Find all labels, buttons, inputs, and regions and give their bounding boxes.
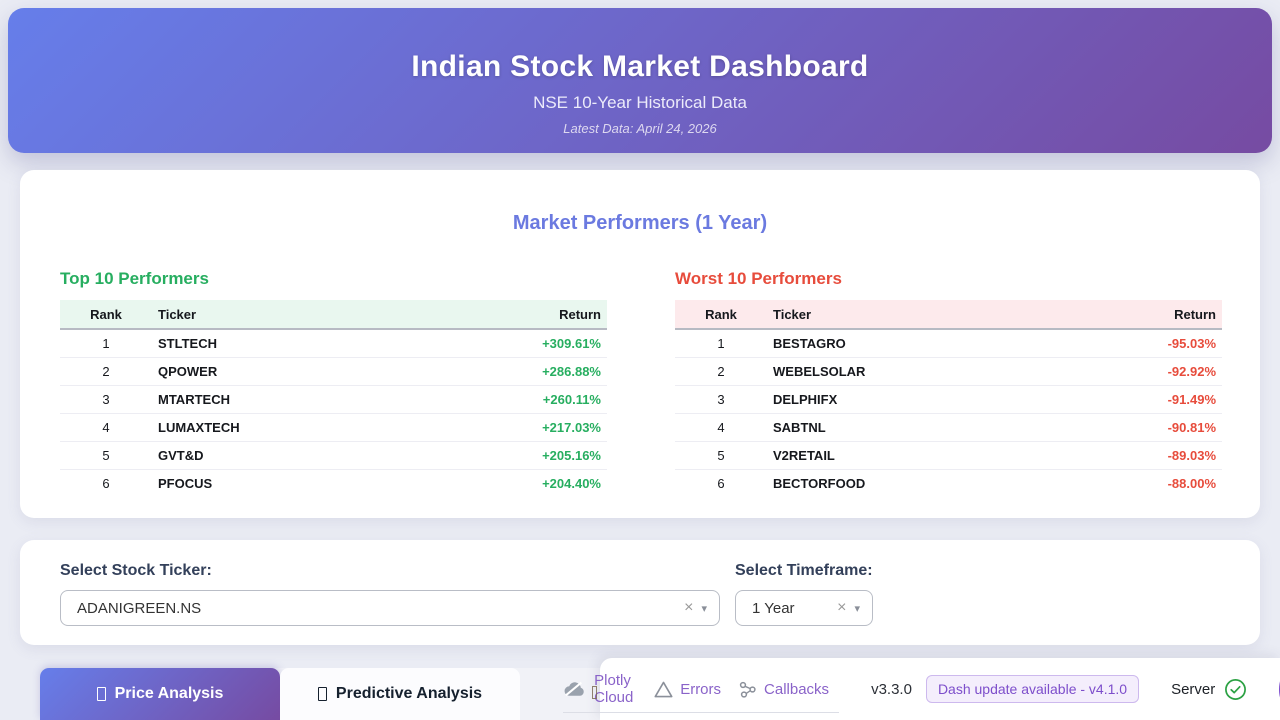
table-row: 5 GVT&D +205.16% (60, 441, 607, 470)
plotly-cloud-link[interactable]: Plotly Cloud (594, 672, 634, 706)
rank-cell: 6 (717, 475, 725, 491)
dash-update-pill[interactable]: Dash update available - v4.1.0 (925, 675, 1140, 703)
market-performers-card: Market Performers (1 Year) Top 10 Perfor… (20, 170, 1260, 518)
rank-cell: 6 (102, 475, 110, 491)
page-subtitle: NSE 10-Year Historical Data (533, 93, 747, 112)
page-title: Indian Stock Market Dashboard (411, 50, 869, 83)
rank-cell: 3 (675, 385, 767, 414)
ticker-cell: BESTAGRO (767, 329, 1056, 358)
rank-cell: 2 (675, 357, 767, 386)
top-performers-table: Rank Ticker Return 1 STLTECH +309.61% 2 QPOW… (60, 300, 607, 497)
missing-glyph-icon (592, 685, 598, 699)
return-cell: -88.00% (1167, 475, 1216, 491)
ticker-dropdown[interactable]: ADANIGREEN.NS × ▾ (60, 590, 720, 626)
ticker-cell: PFOCUS (158, 475, 213, 491)
return-cell: +260.11% (410, 385, 607, 414)
rank-cell: 4 (60, 413, 152, 442)
rank-column-header: Rank (90, 306, 122, 322)
ticker-column-header: Ticker (158, 306, 197, 322)
table-row: 5 V2RETAIL -89.03% (675, 441, 1222, 470)
tab-predictive-analysis-label: Predictive Analysis (335, 685, 483, 702)
ticker-cell: BECTORFOOD (773, 475, 866, 491)
controls-card: Select Stock Ticker: ADANIGREEN.NS × ▾ S… (20, 540, 1260, 645)
table-row: 3 DELPHIFX -91.49% (675, 385, 1222, 414)
ticker-cell: MTARTECH (152, 385, 411, 414)
return-cell: +286.88% (410, 357, 607, 386)
return-cell: +309.61% (410, 329, 607, 358)
table-row: 6 BECTORFOOD -88.00% (675, 469, 1222, 497)
ticker-cell: SABTNL (767, 413, 1056, 442)
callbacks-graph-icon (739, 681, 757, 698)
errors-link[interactable]: Errors (680, 680, 722, 698)
return-column-header: Return (559, 306, 601, 322)
timeframe-select-label: Select Timeframe: (735, 562, 873, 579)
tab-price-analysis[interactable]: Price Analysis (40, 668, 280, 720)
table-row: 6 PFOCUS +204.40% (60, 469, 607, 497)
ticker-cell: WEBELSOLAR (767, 357, 1056, 386)
worst-performers-section: Worst 10 Performers Rank Ticker Return 1… (655, 269, 1222, 497)
worst-performers-heading: Worst 10 Performers (675, 269, 842, 288)
tab-predictive-analysis[interactable]: Predictive Analysis (280, 668, 520, 720)
ticker-cell: DELPHIFX (767, 385, 1056, 414)
return-cell: -91.49% (1055, 385, 1222, 414)
rank-cell: 2 (60, 357, 152, 386)
return-cell: +204.40% (542, 475, 601, 491)
dash-debug-toolbar: Plotly Cloud Errors Callbacks v3.3.0 Das… (563, 658, 1280, 720)
rank-column-header: Rank (705, 306, 737, 322)
rank-cell: 4 (675, 413, 767, 442)
top-performers-section: Top 10 Performers Rank Ticker Return 1 ST… (40, 269, 607, 497)
chevron-down-icon[interactable]: ▾ (854, 602, 860, 615)
return-cell: -90.81% (1055, 413, 1222, 442)
callbacks-link[interactable]: Callbacks (764, 680, 830, 698)
ticker-column-header: Ticker (773, 306, 812, 322)
table-row: 1 BESTAGRO -95.03% (675, 329, 1222, 358)
ticker-dropdown-value: ADANIGREEN.NS (77, 599, 202, 617)
table-row: 1 STLTECH +309.61% (60, 329, 607, 358)
clear-icon[interactable]: × (684, 599, 694, 616)
top-performers-heading: Top 10 Performers (60, 269, 209, 288)
errors-warning-icon (654, 681, 673, 698)
return-cell: +205.16% (410, 441, 607, 470)
clear-icon[interactable]: × (837, 599, 847, 616)
table-header-row: Rank Ticker Return (675, 300, 1222, 329)
ticker-cell: GVT&D (152, 441, 411, 470)
timeframe-dropdown-value: 1 Year (752, 599, 795, 617)
market-performers-title: Market Performers (1 Year) (512, 212, 768, 234)
latest-data-date: Latest Data: April 24, 2026 (563, 121, 717, 136)
dash-version: v3.3.0 (871, 680, 912, 698)
rank-cell: 5 (675, 441, 767, 470)
table-row: 2 QPOWER +286.88% (60, 357, 607, 386)
table-row: 3 MTARTECH +260.11% (60, 385, 607, 414)
return-cell: -89.03% (1055, 441, 1222, 470)
return-cell: +217.03% (410, 413, 607, 442)
dashboard-header: Indian Stock Market Dashboard NSE 10-Yea… (8, 8, 1272, 153)
server-status-check-icon (1224, 678, 1247, 701)
ticker-cell: STLTECH (152, 329, 411, 358)
return-cell: -92.92% (1055, 357, 1222, 386)
ticker-cell: QPOWER (152, 357, 411, 386)
rank-cell: 1 (60, 329, 152, 358)
table-row: 4 LUMAXTECH +217.03% (60, 413, 607, 442)
missing-glyph-icon (96, 687, 106, 701)
ticker-select-label: Select Stock Ticker: (60, 562, 212, 579)
rank-cell: 5 (60, 441, 152, 470)
chevron-down-icon[interactable]: ▾ (701, 602, 707, 615)
ticker-cell: LUMAXTECH (152, 413, 411, 442)
rank-cell: 3 (60, 385, 152, 414)
timeframe-dropdown[interactable]: 1 Year × ▾ (735, 590, 873, 626)
table-header-row: Rank Ticker Return (60, 300, 607, 329)
server-label: Server (1171, 680, 1216, 698)
rank-cell: 1 (675, 329, 767, 358)
ticker-cell: V2RETAIL (767, 441, 1056, 470)
cloud-offline-icon (563, 681, 585, 697)
worst-performers-table: Rank Ticker Return 1 BESTAGRO -95.03% 2 WEBE… (675, 300, 1222, 497)
return-column-header: Return (1174, 306, 1216, 322)
table-row: 4 SABTNL -90.81% (675, 413, 1222, 442)
table-row: 2 WEBELSOLAR -92.92% (675, 357, 1222, 386)
return-cell: -95.03% (1055, 329, 1222, 358)
missing-glyph-icon (317, 687, 327, 701)
debug-links-group: Plotly Cloud Errors Callbacks (563, 658, 840, 720)
tab-price-analysis-label: Price Analysis (114, 685, 224, 702)
